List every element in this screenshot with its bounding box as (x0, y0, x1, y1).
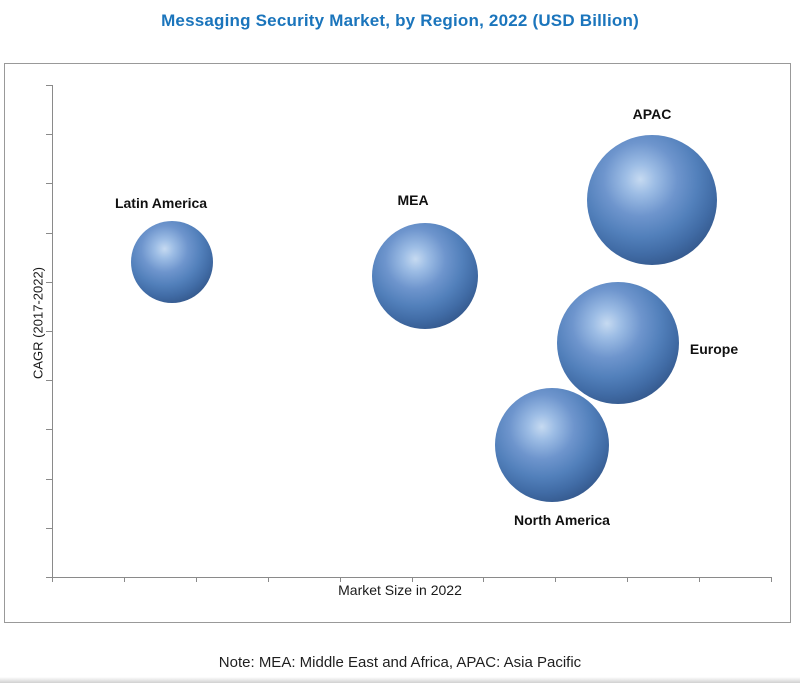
bottom-edge-strip (0, 677, 800, 683)
bubble-label-mea: MEA (397, 192, 429, 208)
x-tick (195, 577, 197, 582)
bubble-label-apac: APAC (632, 106, 672, 122)
bubble-label-north-america: North America (514, 512, 610, 528)
x-tick (483, 577, 485, 582)
y-tick (46, 527, 52, 529)
y-tick (46, 183, 52, 185)
y-tick (46, 331, 52, 332)
y-tick (46, 577, 52, 578)
x-tick (555, 577, 557, 582)
y-tick (46, 478, 52, 480)
y-tick (46, 281, 52, 283)
bubble-label-latin-america: Latin America (114, 195, 208, 211)
bubble-latin-america (131, 221, 213, 303)
x-tick (267, 577, 269, 582)
y-axis-title: CAGR (2017-2022) (30, 267, 46, 379)
x-tick (771, 577, 772, 582)
x-tick (699, 577, 701, 582)
bubble-europe (557, 282, 679, 404)
x-tick (123, 577, 125, 582)
y-tick (46, 429, 52, 431)
x-tick (411, 577, 413, 582)
y-tick (46, 85, 52, 86)
y-axis-line (52, 85, 53, 577)
x-axis-title: Market Size in 2022 (338, 582, 462, 598)
x-tick (339, 577, 341, 582)
x-tick (627, 577, 629, 582)
bubble-apac (587, 135, 717, 265)
chart-title: Messaging Security Market, by Region, 20… (161, 11, 639, 30)
x-tick (52, 577, 53, 582)
bubble-label-europe: Europe (689, 341, 739, 357)
y-tick (46, 232, 52, 234)
bubble-mea (372, 223, 478, 329)
y-tick (46, 380, 52, 382)
bubble-north-america (495, 388, 609, 502)
y-tick (46, 134, 52, 136)
footnote: Note: MEA: Middle East and Africa, APAC:… (218, 654, 582, 671)
